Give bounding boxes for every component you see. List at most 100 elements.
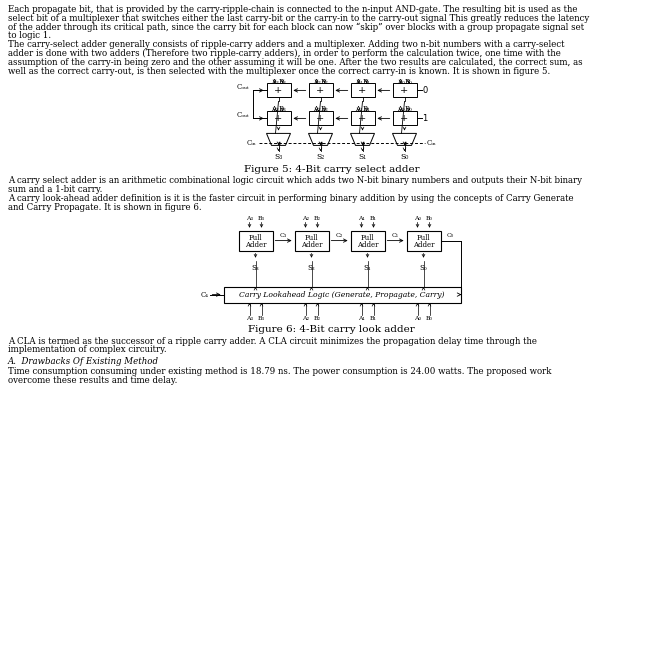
- Bar: [267, 112, 290, 125]
- Text: S₁: S₁: [359, 153, 367, 161]
- Text: B₁: B₁: [363, 78, 371, 86]
- Text: +: +: [359, 114, 367, 123]
- Text: A₀: A₀: [396, 106, 404, 114]
- Text: B₂: B₂: [314, 216, 321, 220]
- Text: Full: Full: [249, 234, 263, 242]
- Text: A₂: A₂: [302, 315, 309, 321]
- Text: C₃: C₃: [280, 232, 287, 238]
- Text: Full: Full: [361, 234, 374, 242]
- Text: to logic 1.: to logic 1.: [8, 31, 51, 41]
- Text: S₃: S₃: [274, 153, 282, 161]
- Text: Figure 5: 4-Bit carry select adder: Figure 5: 4-Bit carry select adder: [244, 165, 419, 175]
- Text: well as the correct carry-out, is then selected with the multiplexer once the co: well as the correct carry-out, is then s…: [8, 66, 550, 76]
- Text: B₂: B₂: [321, 78, 328, 86]
- Text: B₃: B₃: [258, 216, 265, 220]
- Text: 1: 1: [422, 114, 428, 123]
- Text: select bit of a multiplexer that switches either the last carry-bit or the carry: select bit of a multiplexer that switche…: [8, 14, 589, 23]
- Bar: [239, 230, 272, 250]
- Text: A₃: A₃: [246, 315, 253, 321]
- Text: A CLA is termed as the successor of a ripple carry adder. A CLA circuit minimize: A CLA is termed as the successor of a ri…: [8, 337, 537, 345]
- Text: A₁: A₁: [355, 106, 363, 114]
- Text: S₀: S₀: [400, 153, 408, 161]
- Text: and Carry Propagate. It is shown in figure 6.: and Carry Propagate. It is shown in figu…: [8, 203, 202, 212]
- Text: overcome these results and time delay.: overcome these results and time delay.: [8, 376, 178, 385]
- Text: S₂: S₂: [308, 264, 316, 272]
- Text: S₁: S₁: [363, 264, 371, 272]
- Text: B₁: B₁: [370, 315, 377, 321]
- Text: A₂: A₂: [313, 78, 320, 86]
- Text: A₀: A₀: [414, 315, 421, 321]
- Text: B₃: B₃: [278, 106, 286, 114]
- Text: Full: Full: [305, 234, 318, 242]
- Bar: [351, 84, 375, 98]
- Bar: [308, 112, 333, 125]
- Text: assumption of the carry-in being zero and the other assuming it will be one. Aft: assumption of the carry-in being zero an…: [8, 58, 583, 67]
- Bar: [392, 112, 416, 125]
- Polygon shape: [351, 133, 375, 145]
- Text: of the adder through its critical path, since the carry bit for each block can n: of the adder through its critical path, …: [8, 23, 584, 32]
- Bar: [351, 230, 385, 250]
- Text: Adder: Adder: [413, 240, 434, 248]
- Text: B₀: B₀: [426, 315, 433, 321]
- Polygon shape: [392, 133, 416, 145]
- Bar: [392, 84, 416, 98]
- Polygon shape: [308, 133, 333, 145]
- Text: B₀: B₀: [426, 216, 433, 220]
- Text: B₁: B₁: [363, 106, 371, 114]
- Text: C₂: C₂: [336, 232, 343, 238]
- Text: Full: Full: [417, 234, 430, 242]
- Text: B₂: B₂: [314, 315, 321, 321]
- Text: Adder: Adder: [301, 240, 322, 248]
- Text: Carry Lookahead Logic (Generate, Propagate, Carry): Carry Lookahead Logic (Generate, Propaga…: [239, 291, 445, 299]
- Text: A₀: A₀: [414, 216, 421, 220]
- Text: Adder: Adder: [245, 240, 267, 248]
- Text: C₀: C₀: [447, 232, 454, 238]
- Text: A₂: A₂: [302, 216, 309, 220]
- Text: A₁: A₁: [355, 78, 363, 86]
- Bar: [406, 230, 440, 250]
- Text: A₃: A₃: [271, 78, 278, 86]
- Text: The carry-select adder generally consists of ripple-carry adders and a multiplex: The carry-select adder generally consist…: [8, 41, 564, 49]
- Text: sum and a 1-bit carry.: sum and a 1-bit carry.: [8, 185, 102, 194]
- Text: Adder: Adder: [357, 240, 379, 248]
- Text: A₃: A₃: [271, 106, 278, 114]
- Text: B₃: B₃: [258, 315, 265, 321]
- Text: implementation of complex circuitry.: implementation of complex circuitry.: [8, 345, 166, 355]
- Text: B₁: B₁: [370, 216, 377, 220]
- Text: 0: 0: [422, 86, 428, 95]
- Text: B₂: B₂: [321, 106, 328, 114]
- Text: Figure 6: 4-Bit carry look adder: Figure 6: 4-Bit carry look adder: [248, 325, 415, 333]
- Text: S₀: S₀: [420, 264, 428, 272]
- Text: +: +: [400, 86, 408, 95]
- Text: A₂: A₂: [313, 106, 320, 114]
- Text: Each propagate bit, that is provided by the carry-ripple-chain is connected to t: Each propagate bit, that is provided by …: [8, 5, 577, 14]
- Text: B₀: B₀: [404, 106, 412, 114]
- Bar: [267, 84, 290, 98]
- Text: adder is done with two adders (Therefore two ripple-carry adders), in order to p: adder is done with two adders (Therefore…: [8, 49, 561, 58]
- Bar: [351, 112, 375, 125]
- Text: A₀: A₀: [396, 78, 404, 86]
- Text: S₃: S₃: [252, 264, 259, 272]
- Bar: [223, 287, 461, 303]
- Text: Cₒᵤₜ: Cₒᵤₜ: [237, 112, 249, 120]
- Bar: [294, 230, 328, 250]
- Text: +: +: [274, 86, 282, 95]
- Text: A₁: A₁: [358, 315, 365, 321]
- Text: +: +: [316, 86, 325, 95]
- Text: +: +: [274, 114, 282, 123]
- Text: A.  Drawbacks Of Existing Method: A. Drawbacks Of Existing Method: [8, 357, 159, 367]
- Bar: [308, 84, 333, 98]
- Text: A₁: A₁: [358, 216, 365, 220]
- Text: +: +: [359, 86, 367, 95]
- Text: C₄: C₄: [200, 291, 208, 299]
- Text: Cᵢₙ: Cᵢₙ: [426, 139, 436, 147]
- Polygon shape: [267, 133, 290, 145]
- Text: A carry look-ahead adder definition is it is the faster circuit in performing bi: A carry look-ahead adder definition is i…: [8, 194, 573, 203]
- Text: Cₒᵤₜ: Cₒᵤₜ: [237, 84, 249, 92]
- Text: +: +: [400, 114, 408, 123]
- Text: B₃: B₃: [278, 78, 286, 86]
- Text: A carry select adder is an arithmetic combinational logic circuit which adds two: A carry select adder is an arithmetic co…: [8, 177, 582, 185]
- Text: B₀: B₀: [404, 78, 412, 86]
- Text: Time consumption consuming under existing method is 18.79 ns. The power consumpt: Time consumption consuming under existin…: [8, 367, 552, 376]
- Text: A₃: A₃: [246, 216, 253, 220]
